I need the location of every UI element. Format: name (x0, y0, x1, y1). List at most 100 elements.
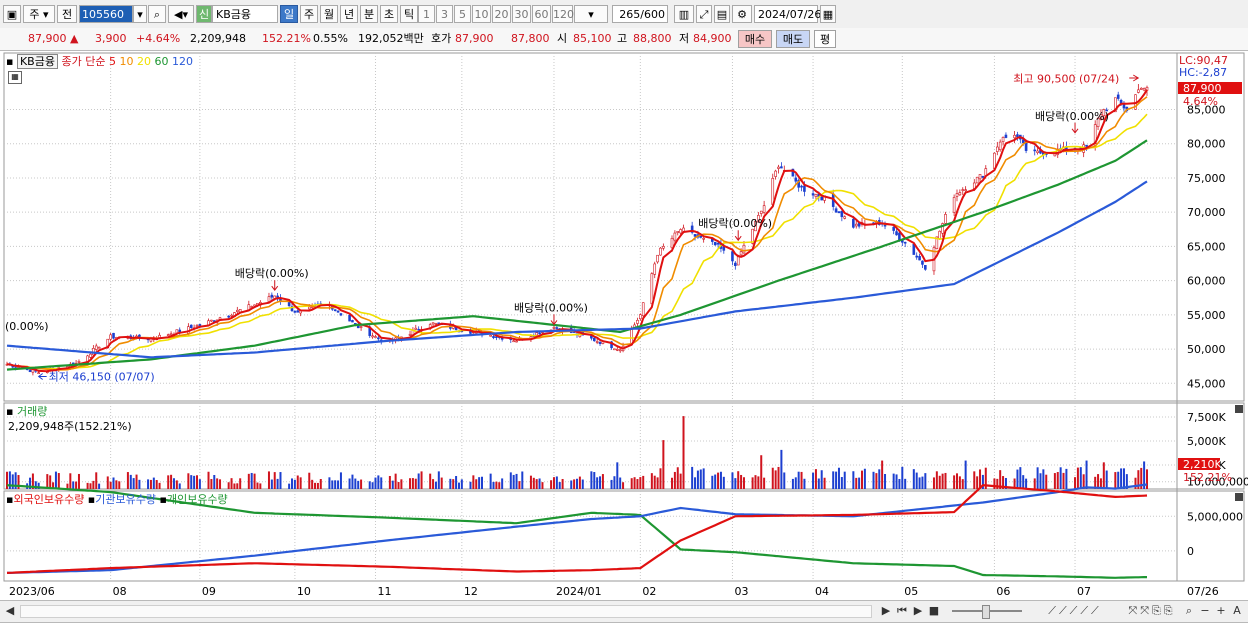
volume-bar (650, 473, 653, 489)
volume-bar (334, 480, 337, 489)
volume-bar (75, 481, 78, 489)
drawing-tools[interactable]: ⟋⟋⟋⟋⟋ (1048, 604, 1102, 617)
interval-button-5[interactable]: 5 (454, 5, 471, 23)
play-icon[interactable]: ▶ (913, 604, 923, 617)
period-tab-6[interactable]: 틱 (400, 5, 418, 23)
code-input[interactable]: 105560 (79, 5, 133, 23)
candle-type-icon[interactable]: ▥ (674, 5, 694, 23)
gear-icon[interactable]: ⚙ (732, 5, 752, 23)
volume-pct: 152.21% (262, 32, 311, 45)
candle-body (800, 185, 803, 188)
candle-body (682, 227, 685, 232)
legend-ma-120: 120 (168, 55, 193, 68)
table-toggle-icon[interactable]: ▦ (8, 71, 22, 84)
draw-tools-icons[interactable]: ⤧⤧⎘⎘ (1128, 604, 1176, 617)
zoom-slider-handle[interactable] (982, 605, 990, 619)
candle-body (641, 302, 645, 317)
calendar-icon[interactable]: ▦ (820, 5, 836, 23)
candle-body (958, 192, 962, 196)
speaker-icon[interactable]: ◀▾ (168, 5, 194, 23)
period-tab-3[interactable]: 년 (340, 5, 358, 23)
volume-bar (1074, 477, 1077, 489)
legend-marker-icon: ▪ (156, 493, 167, 506)
search-icon[interactable]: ⌕ (148, 5, 166, 23)
period-tab-0[interactable]: 일 (280, 5, 298, 23)
font-button[interactable]: A (1233, 604, 1241, 617)
volume-bar (288, 483, 291, 489)
legend-ma-5: 5 (108, 55, 116, 68)
candle-body (854, 223, 858, 227)
legend-stock[interactable]: KB금융 (16, 54, 58, 69)
market-select[interactable]: 주 ▾ (23, 5, 55, 23)
volume-bar (855, 477, 858, 489)
sell-button[interactable]: 매도 (776, 30, 810, 48)
volume-bar (6, 471, 8, 489)
volume-bar (662, 440, 665, 489)
date-field[interactable]: 2024/07/26 (754, 5, 821, 23)
interval-button-60[interactable]: 60 (532, 5, 551, 23)
period-tab-2[interactable]: 월 (320, 5, 338, 23)
stock-name-field[interactable]: KB금융 (212, 5, 278, 23)
legend-marker-icon: ▪ (6, 493, 14, 506)
legend-ma-20: 20 (133, 55, 151, 68)
zoom-out-button[interactable]: − (1200, 604, 1210, 617)
lc-label: LC:90,47 (1179, 54, 1228, 67)
volume-bar (1019, 467, 1022, 489)
eval-button[interactable]: 평 (814, 30, 836, 48)
stop-icon[interactable]: ■ (928, 604, 940, 617)
save-icon[interactable]: ▤ (714, 5, 730, 23)
volume-bar (57, 473, 60, 489)
zoom-in-button[interactable]: + (1216, 604, 1226, 617)
scrollbar-track[interactable] (20, 605, 872, 618)
period-tab-5[interactable]: 초 (380, 5, 398, 23)
volume-bar (673, 471, 676, 489)
buy-button[interactable]: 매수 (738, 30, 772, 48)
volume-bar (702, 468, 705, 489)
volume-bar (676, 467, 679, 489)
volume-bar (731, 472, 734, 489)
bid-price: 87,800 (511, 32, 550, 45)
low-annotation: 최저 46,150 (07/07) (49, 370, 155, 383)
change-pct: +4.64% (136, 32, 181, 45)
count-field[interactable]: 265/600 (612, 5, 668, 23)
scroll-left-icon[interactable]: ◀ (5, 604, 15, 617)
volume-bar (380, 477, 383, 489)
volume-bar (1039, 473, 1042, 489)
interval-button-3[interactable]: 3 (436, 5, 453, 23)
interval-button-30[interactable]: 30 (512, 5, 531, 23)
interval-button-10[interactable]: 10 (472, 5, 491, 23)
prev-button[interactable]: 전 (57, 5, 77, 23)
period-tab-1[interactable]: 주 (300, 5, 318, 23)
interval-button-120[interactable]: 120 (552, 5, 574, 23)
range-dropdown[interactable]: ▾ (574, 5, 608, 23)
high-price: 88,800 (633, 32, 672, 45)
rewind-icon[interactable]: ⏮ (897, 604, 907, 617)
code-dropdown-icon[interactable]: ▾ (133, 5, 147, 23)
period-tab-4[interactable]: 분 (360, 5, 378, 23)
candle-body (780, 166, 783, 169)
interval-button-1[interactable]: 1 (418, 5, 435, 23)
scroll-right-icon[interactable]: ▶ (881, 604, 891, 617)
panel-close-icon-0[interactable] (1235, 405, 1243, 413)
volume-bar (757, 476, 760, 489)
candle-body (339, 313, 343, 316)
volume-bar (31, 473, 34, 489)
volume-bar (49, 475, 52, 489)
crosshair-icon[interactable]: ⤢ (696, 5, 712, 23)
open-label: 시 (557, 32, 568, 45)
panel-close-icon-1[interactable] (1235, 493, 1243, 501)
zoom-icon[interactable]: ⌕ (1185, 604, 1193, 617)
volume-bar (360, 479, 363, 489)
x-tick-label-last: 07/26 (1187, 585, 1219, 598)
interval-button-20[interactable]: 20 (492, 5, 511, 23)
candle-body (794, 177, 798, 182)
volume-bar (388, 475, 391, 489)
candle-body (955, 193, 959, 197)
chart-svg[interactable]: 2023/06 08 09 10 11 12 2024/01 02 03 04 05 06 07 07/2… (0, 51, 1248, 600)
volume-bar (976, 476, 979, 489)
candle-body (791, 168, 795, 177)
price-tick-label: 70,000 (1187, 206, 1226, 219)
layout-icon[interactable]: ▣ (3, 5, 21, 23)
candle-body (290, 306, 294, 312)
dividend-arrow-icon (271, 280, 279, 292)
